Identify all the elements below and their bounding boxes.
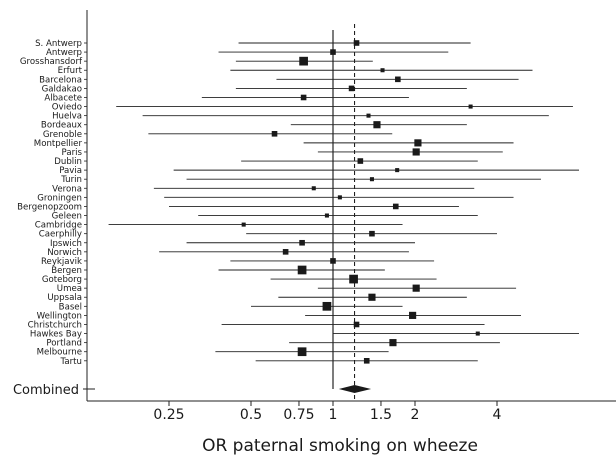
study-label: Huelva (52, 112, 82, 122)
combined-diamond (338, 385, 372, 393)
study-label: Portland (46, 339, 82, 349)
x-tick-label: 1.5 (370, 407, 392, 423)
study-label: Caerphilly (39, 230, 82, 240)
study-point-marker (395, 76, 401, 83)
study-point-marker (297, 347, 307, 357)
study-label: Hawkes Bay (30, 330, 82, 340)
study-label: Montpellier (34, 139, 83, 149)
study-point-marker (357, 158, 364, 164)
study-point-marker (368, 293, 376, 301)
study-point-marker (324, 213, 329, 218)
x-tick-label: 0.75 (283, 407, 314, 423)
study-point-marker (409, 311, 417, 319)
x-tick-label: 4 (493, 407, 502, 423)
study-label: Tartu (60, 357, 82, 367)
study-point-marker (389, 339, 397, 347)
study-point-marker (348, 85, 355, 92)
study-point-marker (369, 230, 375, 237)
study-label: Umea (57, 284, 82, 294)
study-point-marker (311, 186, 316, 191)
study-label: Basel (59, 302, 82, 312)
study-point-marker (353, 321, 360, 328)
study-label: Barcelona (39, 75, 82, 85)
study-label: Paris (62, 148, 83, 158)
study-point-marker (353, 40, 360, 46)
study-label: Goteborg (42, 275, 82, 285)
study-label: Verona (52, 184, 82, 194)
study-point-marker (395, 168, 400, 173)
study-point-marker (271, 131, 278, 137)
study-point-marker (299, 56, 308, 66)
study-label: Wellington (37, 311, 82, 321)
study-label: Bordeaux (41, 121, 82, 131)
study-label: Oviedo (52, 103, 82, 113)
study-point-marker (392, 203, 399, 210)
study-label: Pavia (59, 166, 82, 176)
study-point-marker (412, 284, 420, 292)
study-point-marker (299, 239, 305, 246)
study-label: Melbourne (37, 348, 82, 358)
study-label: Bergen (51, 266, 82, 276)
study-point-marker (414, 139, 422, 147)
study-label: Uppsala (47, 293, 82, 303)
study-label: Galdakao (42, 84, 82, 94)
study-point-marker (369, 177, 374, 182)
study-point-marker (412, 148, 420, 156)
study-point-marker (363, 358, 370, 364)
study-point-marker (475, 331, 480, 336)
study-label: Ipswich (50, 239, 82, 249)
x-tick-label: 2 (411, 407, 420, 423)
study-point-marker (300, 94, 307, 101)
study-point-marker (380, 68, 385, 73)
study-label: Cambridge (35, 221, 82, 231)
study-point-marker (330, 49, 336, 55)
study-point-marker (241, 222, 246, 227)
study-point-marker (297, 265, 307, 275)
study-label: Norwich (47, 248, 82, 258)
x-tick-label: 0.5 (240, 407, 262, 423)
study-label: Dublin (54, 157, 82, 167)
study-point-marker (468, 104, 473, 109)
study-point-marker (330, 258, 336, 264)
study-label: Groningen (37, 193, 82, 203)
study-point-marker (349, 274, 358, 284)
study-label: Christchurch (28, 320, 82, 330)
x-axis-label: OR paternal smoking on wheeze (202, 436, 478, 456)
study-label: Grosshansdorf (20, 57, 83, 67)
study-label: Erfurt (58, 66, 83, 76)
study-label: Grenoble (43, 130, 82, 140)
study-point-marker (366, 113, 371, 118)
combined-label: Combined (13, 383, 79, 398)
study-label: Turin (60, 175, 82, 185)
study-label: Bergenopzoom (17, 202, 82, 212)
study-point-marker (337, 195, 342, 200)
study-point-marker (282, 249, 289, 255)
x-tick-label: 1 (329, 407, 338, 423)
study-point-marker (322, 301, 332, 311)
study-label: Reykjavik (41, 257, 82, 267)
x-tick-label: 0.25 (153, 407, 184, 423)
study-label: Antwerp (46, 48, 82, 58)
study-label: Albacete (44, 93, 82, 103)
study-label: Geleen (52, 212, 82, 222)
study-label: S. Antwerp (35, 39, 82, 49)
study-point-marker (373, 121, 381, 129)
